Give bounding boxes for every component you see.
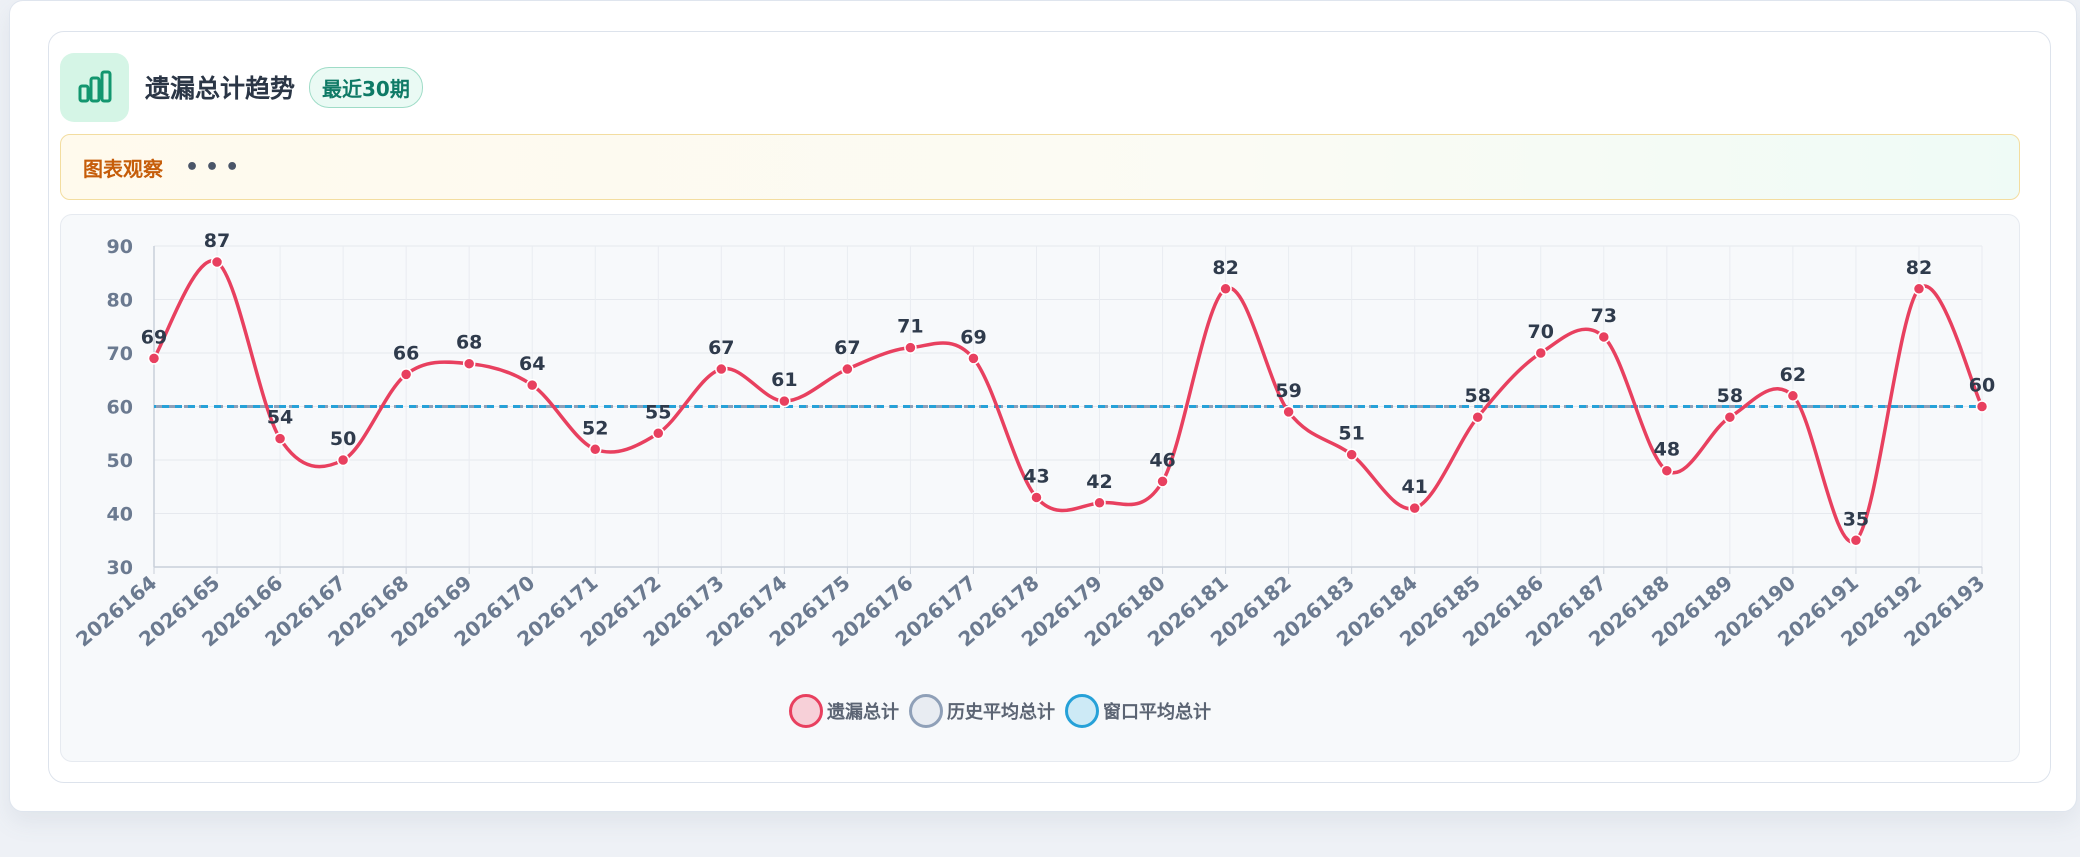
total-data-point [904,341,917,354]
legend-swatch-total [789,694,823,728]
data-label: 42 [1086,471,1112,493]
data-label: 60 [1969,375,1995,397]
data-label: 67 [708,337,734,359]
legend-swatch-hist-avg [909,694,943,728]
total-data-point [1093,496,1106,510]
y-tick-label: 50 [107,450,133,472]
total-data-point [1723,410,1737,424]
chart-panel [60,214,2020,762]
total-data-point [147,352,161,365]
data-label: 43 [1023,465,1049,487]
total-data-point [1219,282,1232,296]
data-label: 48 [1654,439,1680,461]
data-label: 69 [141,326,167,348]
total-data-point [1156,475,1169,488]
legend-swatch-window-avg [1065,694,1099,728]
data-label: 66 [393,342,419,364]
data-label: 41 [1401,476,1427,498]
data-label: 46 [1149,449,1175,471]
data-label: 59 [1275,380,1301,402]
chart-legend: 遗漏总计 历史平均总计 窗口平均总计 [0,694,2040,728]
total-data-point [967,352,980,365]
data-label: 55 [645,401,671,423]
data-label: 51 [1338,423,1364,445]
data-label: 54 [267,407,293,429]
data-label: 67 [834,337,860,359]
y-tick-label: 40 [107,504,133,526]
data-label: 73 [1591,305,1617,327]
total-data-point [273,432,287,445]
data-label: 62 [1780,364,1806,386]
total-data-point [1912,282,1926,296]
total-data-point [652,427,665,440]
legend-item-hist-avg[interactable]: 历史平均总计 [909,694,1055,728]
total-data-point [525,378,539,392]
y-tick-label: 90 [107,236,133,258]
total-series-line [152,259,1984,544]
total-data-point [462,357,476,370]
total-data-point [210,255,224,269]
legend-label-window-avg: 窗口平均总计 [1103,702,1211,723]
data-label: 71 [897,316,923,338]
total-data-point [1534,346,1548,360]
data-label: 61 [771,369,797,391]
data-label: 50 [330,428,356,450]
total-data-point [1786,389,1800,403]
period-badge: 最近30期 [309,66,423,108]
data-label: 35 [1843,508,1869,530]
y-tick-label: 70 [107,343,133,365]
data-label: 82 [1906,257,1932,279]
total-data-point [588,443,602,456]
total-data-point [778,394,791,408]
data-label: 64 [519,353,545,375]
data-label: 87 [204,230,230,252]
more-dots-icon[interactable]: ••• [185,154,246,180]
card-header: 遗漏总计趋势 最近30期 [60,52,423,122]
total-data-point [399,368,413,381]
data-label: 69 [960,326,986,348]
total-data-point [1408,501,1421,515]
total-data-point [1282,405,1295,419]
data-label: 82 [1212,257,1238,279]
bar-chart-icon [60,52,129,122]
data-label: 58 [1717,385,1743,407]
y-tick-label: 80 [107,290,133,312]
chart-observation-bar[interactable]: 图表观察 ••• [60,134,2020,200]
data-label: 58 [1464,385,1490,407]
total-data-point [841,362,854,376]
total-data-point [1471,410,1484,424]
legend-label-hist-avg: 历史平均总计 [947,702,1055,723]
total-data-point [1030,491,1043,504]
y-tick-label: 30 [107,557,133,579]
y-tick-label: 60 [107,397,133,419]
total-data-point [1849,534,1863,547]
total-data-point [1660,464,1674,477]
total-data-point [715,362,728,376]
legend-label-total: 遗漏总计 [827,702,899,723]
total-data-point [1975,400,1989,413]
total-data-point [1345,448,1358,461]
legend-item-window-avg[interactable]: 窗口平均总计 [1065,694,1211,728]
data-label: 52 [582,417,608,439]
data-label: 68 [456,332,482,354]
total-data-point [1597,330,1611,344]
observation-label: 图表观察 [83,156,163,181]
chart-title: 遗漏总计趋势 [145,74,296,103]
total-data-point [336,453,350,467]
legend-item-total[interactable]: 遗漏总计 [789,694,899,728]
data-label: 70 [1528,321,1554,343]
